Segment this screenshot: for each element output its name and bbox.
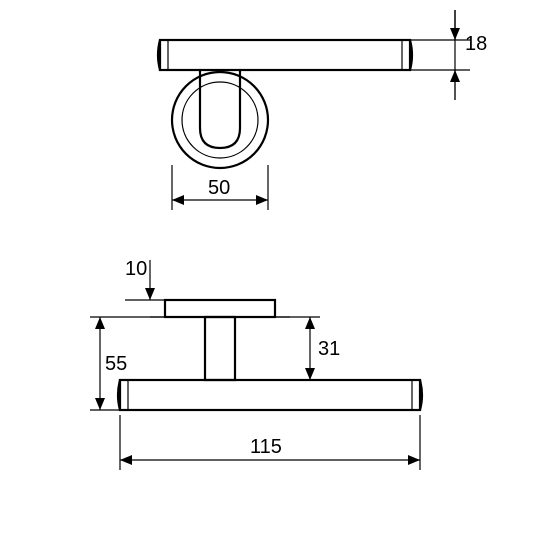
front-view: 10 31 55 115 (90, 258, 422, 470)
dim-50: 50 (208, 177, 230, 199)
dim-18: 18 (465, 33, 487, 55)
dim-10: 10 (125, 258, 147, 280)
dim-55: 55 (105, 353, 127, 375)
dim-115: 115 (250, 436, 282, 458)
dim-31: 31 (318, 338, 340, 360)
top-view: 18 50 (158, 10, 487, 210)
tech-drawing: 18 50 10 31 (0, 0, 551, 551)
